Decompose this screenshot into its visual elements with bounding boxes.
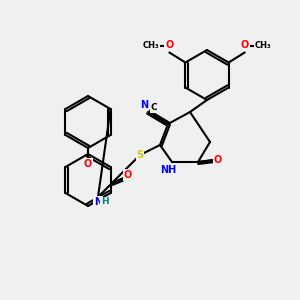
Text: H: H: [101, 197, 109, 206]
Text: CH₃: CH₃: [143, 41, 160, 50]
Text: CH₃: CH₃: [254, 41, 271, 50]
Text: O: O: [165, 40, 173, 50]
Text: S: S: [136, 150, 144, 160]
Text: N: N: [140, 100, 148, 110]
Text: O: O: [124, 170, 132, 180]
Text: NH: NH: [160, 165, 176, 175]
Text: O: O: [84, 159, 92, 169]
Text: C: C: [151, 103, 157, 112]
Text: N: N: [94, 197, 102, 207]
Text: O: O: [241, 40, 249, 50]
Text: O: O: [214, 155, 222, 165]
